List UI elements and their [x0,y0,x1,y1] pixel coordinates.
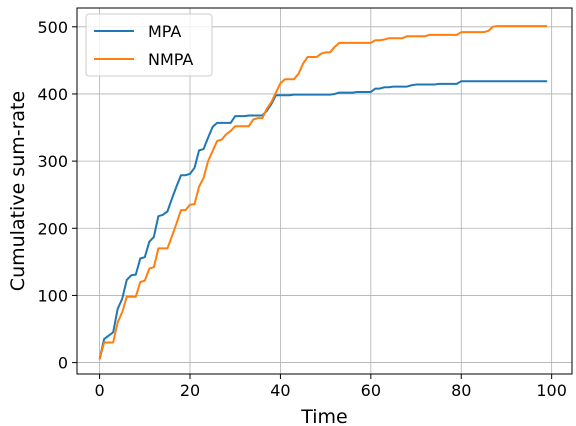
x-tick-label: 60 [361,381,381,400]
x-tick-label: 80 [451,381,471,400]
y-tick-label: 100 [37,286,68,305]
x-tick-label: 20 [180,381,200,400]
y-tick-label: 0 [58,354,68,373]
legend: MPA NMPA [85,13,213,77]
y-tick-label: 200 [37,219,68,238]
x-tick-label: 100 [536,381,567,400]
x-tick-label: 0 [95,381,105,400]
series-line-mpa [98,80,548,360]
axes-frame [76,7,573,375]
series-layer [98,25,548,360]
y-tick-label: 300 [37,152,68,171]
legend-label-mpa: MPA [148,22,181,41]
legend-label-nmpa: NMPA [148,50,193,69]
y-tick-label: 400 [37,85,68,104]
y-axis-label: Cumulative sum-rate [7,91,29,291]
y-tick-label: 500 [37,18,68,37]
legend-box [85,13,213,77]
series-line-nmpa [98,25,548,360]
x-tick-label: 40 [270,381,290,400]
x-axis-label: Time [300,406,348,426]
ticks: 0 20 40 60 80 100 0 100 200 300 400 500 [37,18,566,400]
